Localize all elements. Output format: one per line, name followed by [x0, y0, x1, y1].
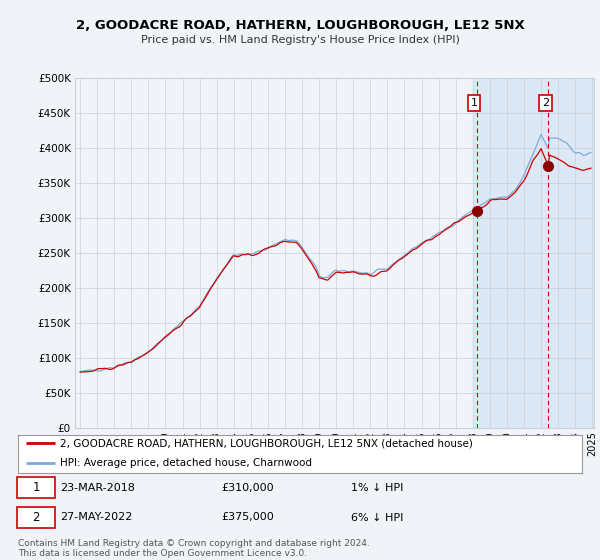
FancyBboxPatch shape — [17, 507, 55, 528]
Text: 2: 2 — [32, 511, 40, 524]
Text: 6% ↓ HPI: 6% ↓ HPI — [351, 512, 403, 522]
Text: £310,000: £310,000 — [221, 483, 274, 493]
Text: 2: 2 — [542, 98, 549, 108]
Text: Price paid vs. HM Land Registry's House Price Index (HPI): Price paid vs. HM Land Registry's House … — [140, 35, 460, 45]
Text: 27-MAY-2022: 27-MAY-2022 — [60, 512, 133, 522]
Text: 1: 1 — [470, 98, 478, 108]
Text: 23-MAR-2018: 23-MAR-2018 — [60, 483, 135, 493]
Text: 2, GOODACRE ROAD, HATHERN, LOUGHBOROUGH, LE12 5NX: 2, GOODACRE ROAD, HATHERN, LOUGHBOROUGH,… — [76, 18, 524, 32]
Text: 1: 1 — [32, 481, 40, 494]
FancyBboxPatch shape — [17, 477, 55, 498]
Text: 1% ↓ HPI: 1% ↓ HPI — [351, 483, 403, 493]
Text: £375,000: £375,000 — [221, 512, 274, 522]
Text: Contains HM Land Registry data © Crown copyright and database right 2024.
This d: Contains HM Land Registry data © Crown c… — [18, 539, 370, 558]
Text: 2, GOODACRE ROAD, HATHERN, LOUGHBOROUGH, LE12 5NX (detached house): 2, GOODACRE ROAD, HATHERN, LOUGHBOROUGH,… — [60, 438, 473, 449]
Text: HPI: Average price, detached house, Charnwood: HPI: Average price, detached house, Char… — [60, 458, 313, 468]
Bar — [473, 78, 594, 428]
